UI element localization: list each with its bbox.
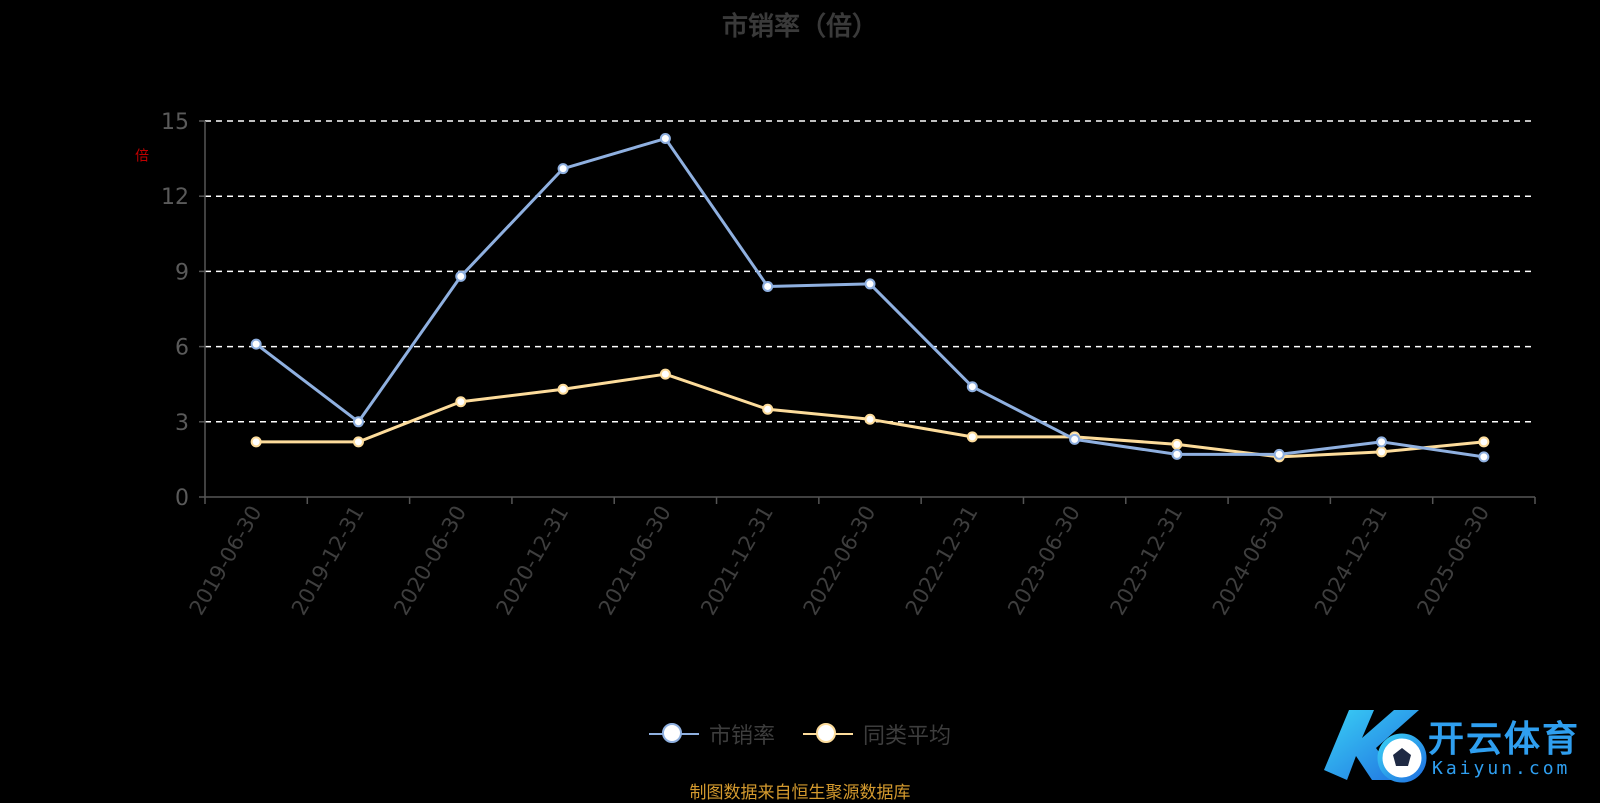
series-2-point (1171, 438, 1183, 450)
x-tick-label: 2020-12-31 (492, 502, 574, 620)
y-tick-label: 15 (161, 110, 189, 135)
series-1-point (1376, 436, 1388, 448)
y-tick-label: 3 (175, 411, 189, 436)
x-tick-label: 2019-12-31 (287, 502, 369, 620)
x-tick-label: 2020-06-30 (389, 502, 471, 620)
x-tick-label: 2023-06-30 (1003, 502, 1085, 620)
series-1-point (659, 133, 671, 145)
series-1-point (557, 163, 569, 175)
series-1-point (864, 278, 876, 290)
legend-series-2-label: 同类平均 (863, 724, 952, 749)
x-tick-label: 2022-12-31 (901, 501, 983, 619)
x-tick-label: 2023-12-31 (1105, 502, 1187, 620)
chart-legend: 市销率 同类平均 (0, 718, 1600, 750)
data-source-note: 制图数据来自恒生聚源数据库 (689, 783, 911, 803)
legend-series-2-icon (803, 722, 853, 746)
y-tick-label: 9 (175, 260, 189, 285)
legend-series-1-icon (648, 722, 699, 746)
x-tick-label: 2021-06-30 (594, 502, 676, 620)
y-tick-label: 12 (161, 185, 189, 210)
series-2-point (352, 436, 364, 448)
series-1-point (250, 338, 262, 350)
series-2-point (762, 403, 774, 415)
logo-text: 开云体育 (1428, 719, 1581, 760)
x-tick-label: 2019-06-30 (185, 502, 267, 620)
chart-title: 市销率（倍） (721, 12, 878, 42)
x-tick-label: 2024-06-30 (1208, 502, 1290, 620)
series-1-point (1273, 448, 1285, 460)
series-1-point (352, 416, 364, 428)
series-2-point (1478, 436, 1490, 448)
x-tick-label: 2022-06-30 (799, 502, 881, 620)
x-tick-label: 2025-06-30 (1412, 502, 1494, 620)
series-2-point (557, 383, 569, 395)
x-tick-label: 2024-12-31 (1310, 502, 1392, 620)
x-tick-label: 2021-12-31 (696, 502, 778, 620)
series-2-point (659, 368, 671, 380)
series-1-point (1069, 433, 1081, 445)
legend-series-1-label: 市销率 (708, 724, 775, 749)
y-tick-label: 0 (175, 486, 189, 511)
series-1-point (1478, 451, 1490, 463)
series-1-point (455, 270, 467, 282)
legend-item-series-2[interactable]: 同类平均 (803, 718, 951, 750)
legend-item-series-1[interactable]: 市销率 (648, 718, 775, 750)
series-2-point (966, 431, 978, 443)
series-2-point (1376, 446, 1388, 458)
series-2-point (250, 436, 262, 448)
y-tick-label: 6 (175, 336, 189, 361)
series-1-point (966, 381, 978, 393)
y-axis-unit-label: 倍 (133, 148, 149, 162)
series-1-point (1171, 448, 1183, 460)
kaiyun-logo-icon (1324, 710, 1427, 783)
series-2-point (455, 396, 467, 408)
line-chart: 0 3 6 9 12 15 2019-06-30 2019-12-31 2020-06-30 20… (161, 110, 1536, 620)
series-2-point (864, 413, 876, 425)
logo-subtext: Kaiyun.com (1432, 758, 1571, 779)
series-1-point (762, 280, 774, 292)
